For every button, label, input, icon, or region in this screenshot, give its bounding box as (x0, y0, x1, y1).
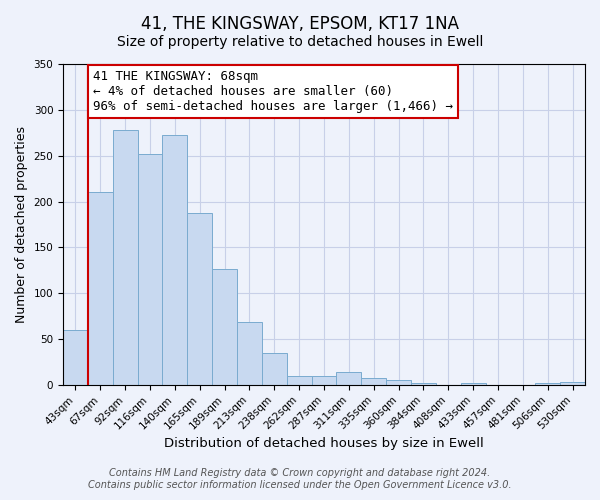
Bar (337, 372, 361, 385)
Bar (262, 353, 287, 385)
X-axis label: Distribution of detached houses by size in Ewell: Distribution of detached houses by size … (164, 437, 484, 450)
Y-axis label: Number of detached properties: Number of detached properties (15, 126, 28, 323)
Bar (560, 382, 585, 385)
Bar (237, 322, 262, 385)
Bar (361, 378, 386, 385)
Bar (187, 214, 212, 385)
Text: Contains HM Land Registry data © Crown copyright and database right 2024.
Contai: Contains HM Land Registry data © Crown c… (88, 468, 512, 490)
Bar (113, 130, 137, 385)
Bar (88, 192, 113, 385)
Text: 41 THE KINGSWAY: 68sqm
← 4% of detached houses are smaller (60)
96% of semi-deta: 41 THE KINGSWAY: 68sqm ← 4% of detached … (94, 70, 454, 112)
Bar (163, 134, 187, 385)
Bar (137, 154, 163, 385)
Text: 41, THE KINGSWAY, EPSOM, KT17 1NA: 41, THE KINGSWAY, EPSOM, KT17 1NA (141, 15, 459, 33)
Bar (461, 383, 485, 385)
Bar (535, 383, 560, 385)
Bar (386, 380, 411, 385)
Bar (311, 376, 337, 385)
Bar (411, 383, 436, 385)
Text: Size of property relative to detached houses in Ewell: Size of property relative to detached ho… (117, 35, 483, 49)
Bar (63, 330, 88, 385)
Bar (212, 270, 237, 385)
Bar (287, 376, 311, 385)
